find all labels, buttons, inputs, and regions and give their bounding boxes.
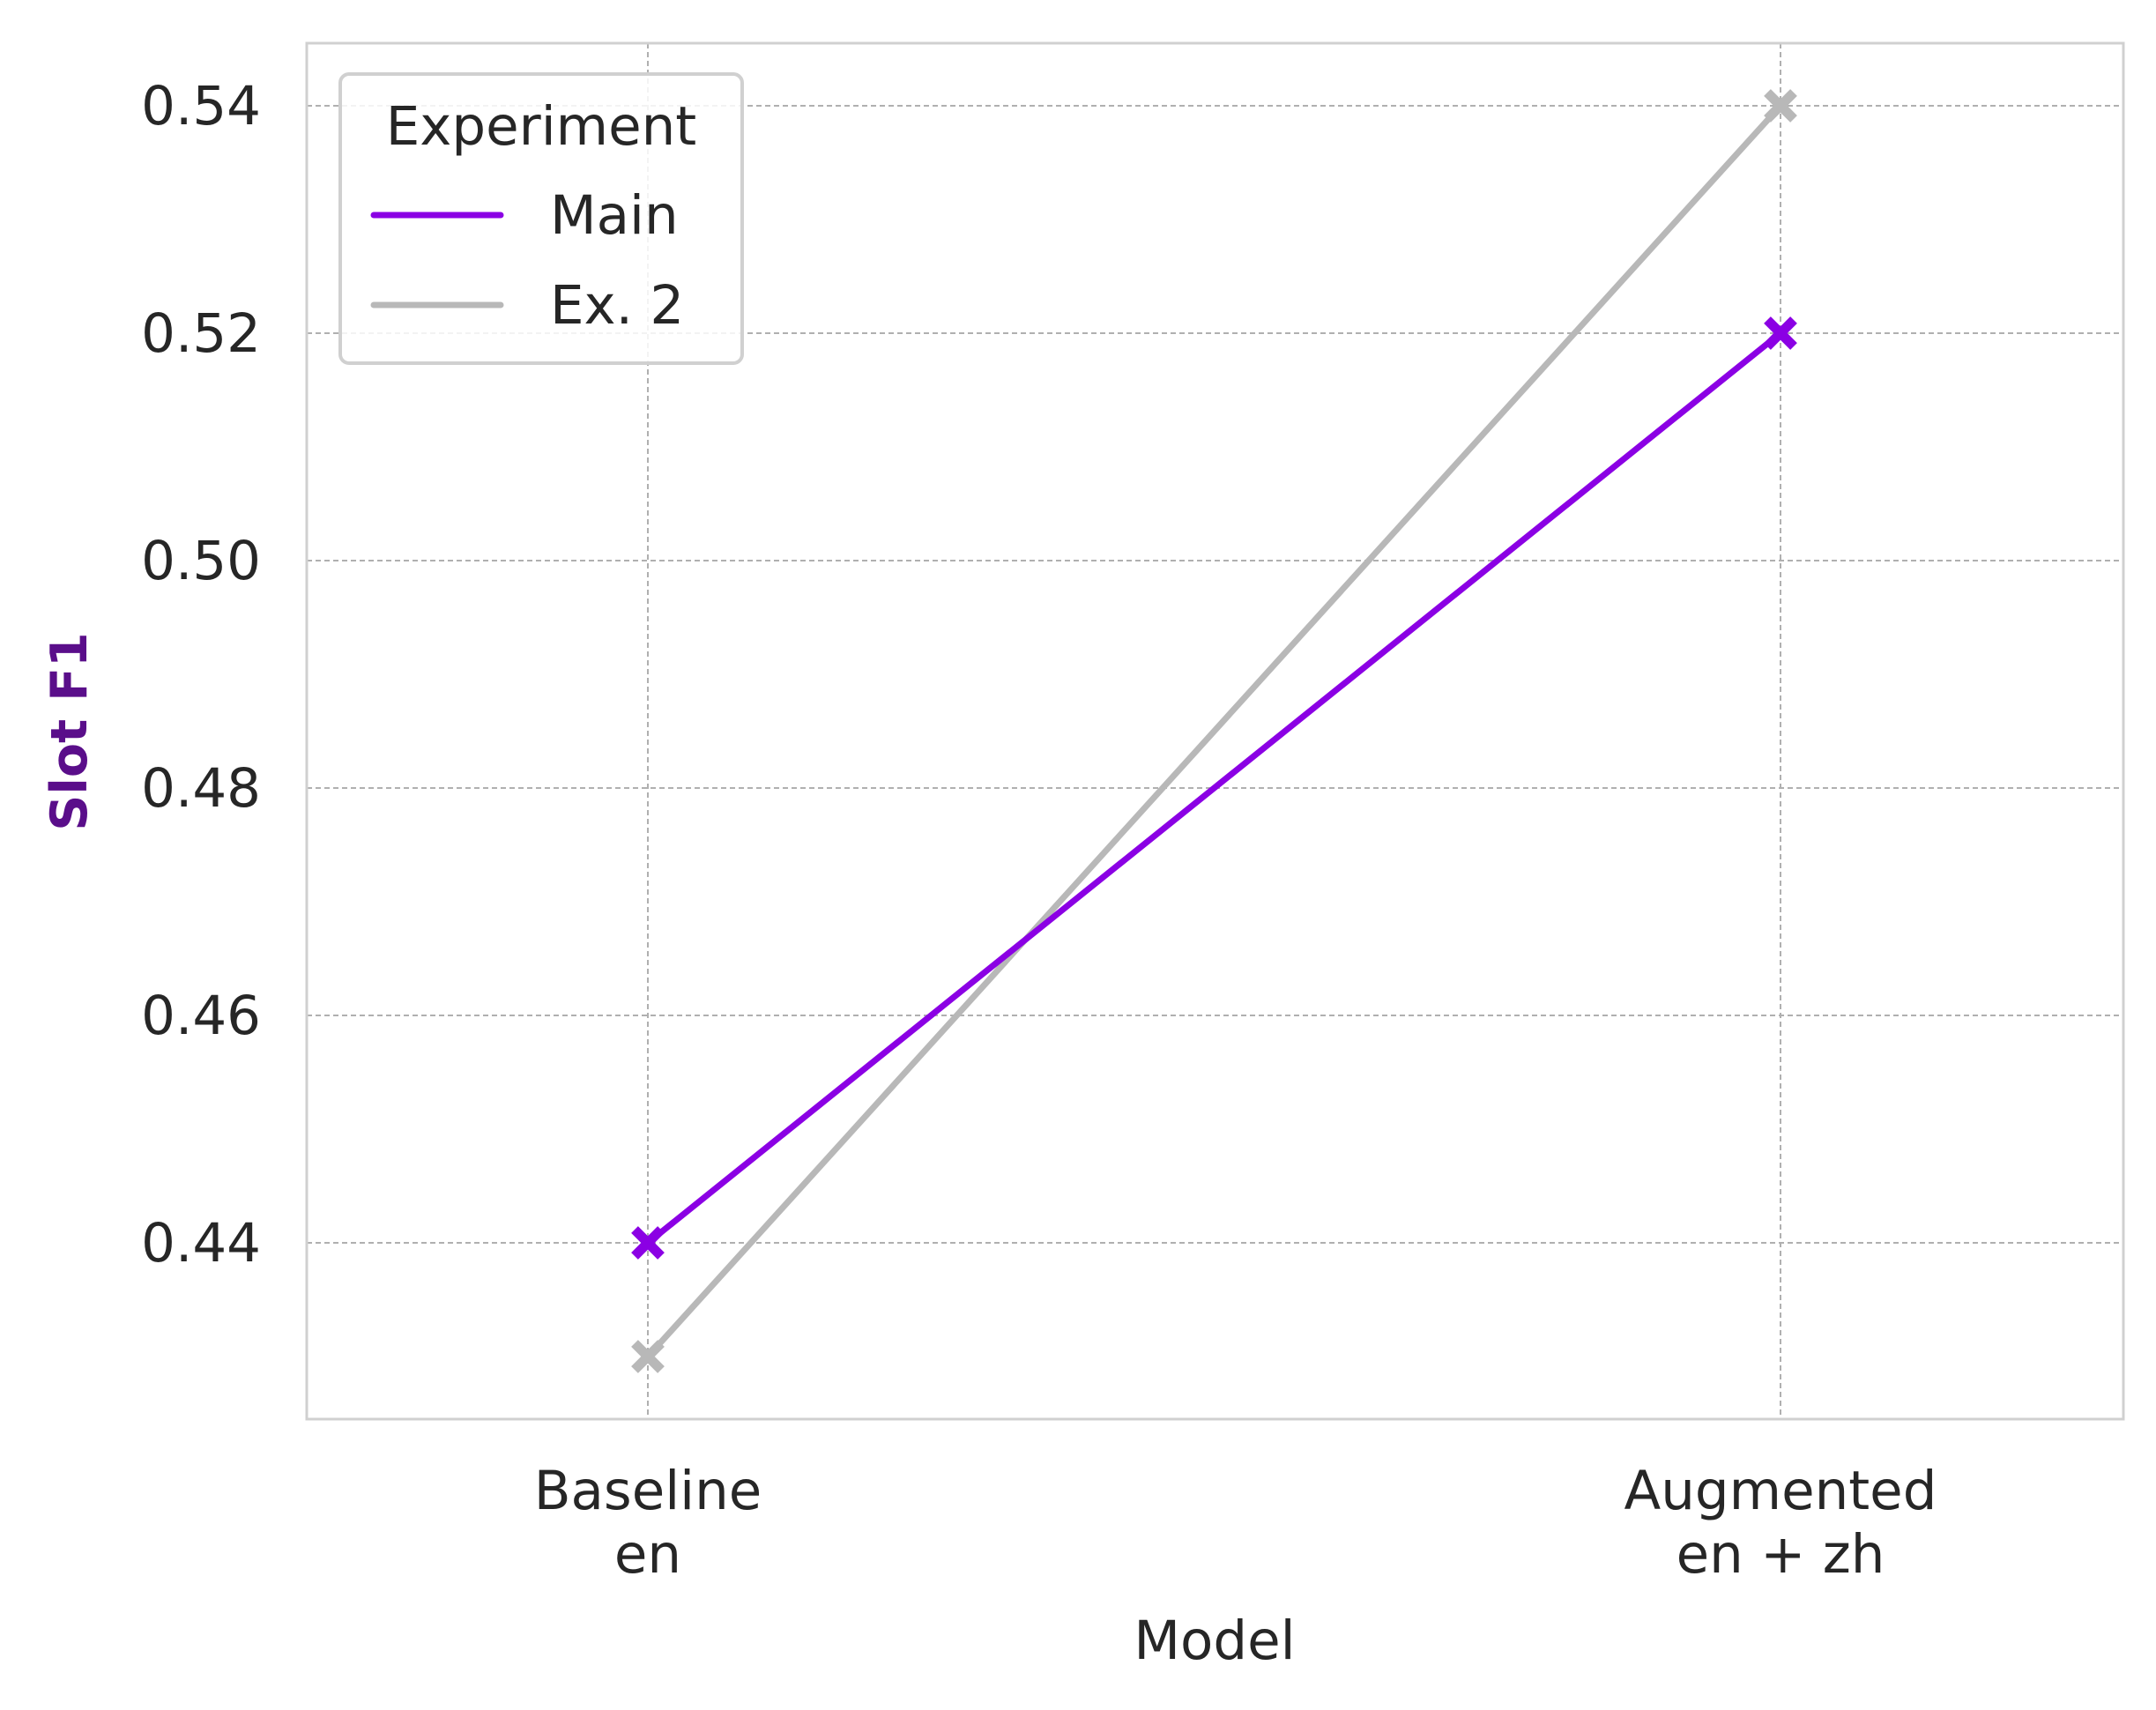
y-axis-title: Slot F1 — [41, 632, 99, 830]
legend-item: Ex. 2 — [370, 274, 684, 337]
plot-frame — [305, 41, 2125, 1421]
x-tick-label: Augmented en + zh — [1624, 1460, 1937, 1586]
y-tick-label: 0.52 — [141, 302, 261, 365]
legend-item: Main — [370, 184, 679, 247]
legend-label: Main — [550, 184, 679, 247]
data-point-marker — [1764, 89, 1797, 123]
series-ex2 — [631, 89, 1797, 1373]
x-axis-ticks: Baseline en Augmented en + zh — [534, 1460, 1937, 1586]
y-tick-label: 0.48 — [141, 757, 261, 820]
data-point-marker — [631, 1226, 665, 1260]
grid — [307, 43, 2123, 1419]
legend: Experiment Main Ex. 2 — [338, 72, 744, 365]
legend-label: Ex. 2 — [550, 274, 684, 337]
legend-title: Experiment — [386, 95, 696, 158]
data-point-marker — [1764, 316, 1797, 350]
y-tick-label: 0.50 — [141, 530, 261, 592]
series-layer — [631, 89, 1797, 1373]
series-line — [644, 102, 1784, 1360]
legend-frame — [338, 72, 744, 365]
x-axis-title: Model — [1134, 1610, 1295, 1672]
y-tick-label: 0.44 — [141, 1212, 261, 1275]
x-tick-label: Baseline en — [534, 1460, 762, 1586]
series-main — [631, 316, 1797, 1260]
legend-items: Main Ex. 2 — [370, 184, 684, 337]
y-axis-ticks: 0.44 0.46 0.48 0.50 0.52 0.54 — [141, 75, 261, 1275]
data-point-marker — [631, 1340, 665, 1373]
y-tick-label: 0.46 — [141, 985, 261, 1047]
y-tick-label: 0.54 — [141, 75, 261, 138]
series-line — [644, 330, 1784, 1246]
